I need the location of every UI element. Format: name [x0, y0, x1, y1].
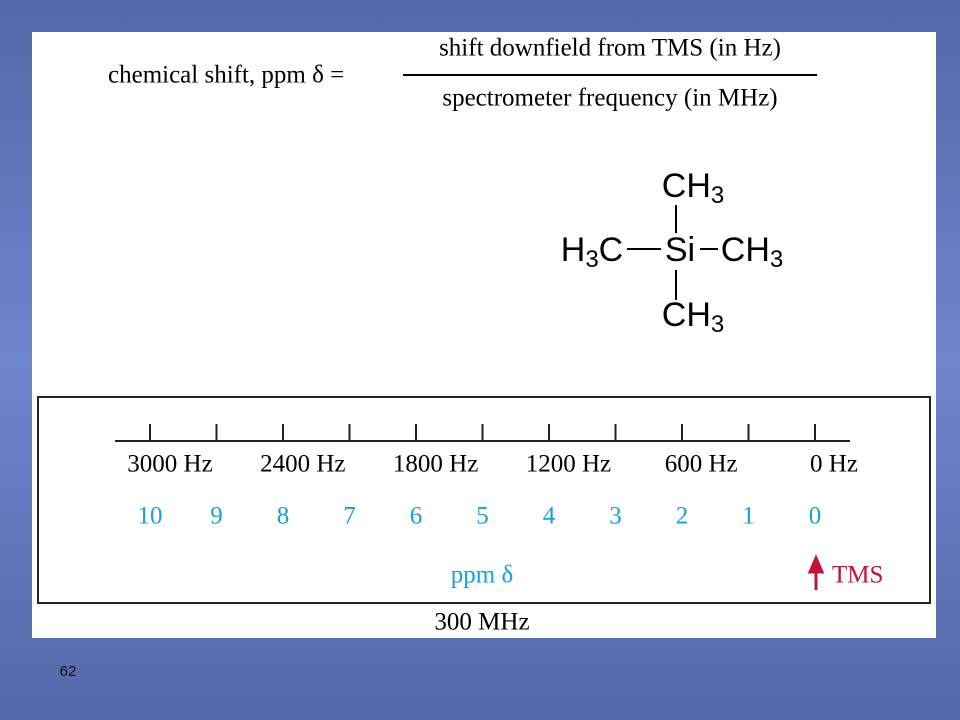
hz-label: 1200 Hz	[526, 451, 611, 478]
ppm-title: ppm δ	[451, 562, 513, 589]
hz-label: 600 Hz	[665, 451, 738, 478]
formula-lhs: chemical shift, ppm δ =	[108, 62, 344, 89]
frequency-label: 300 MHz	[434, 609, 529, 636]
subscript: 3	[711, 311, 724, 338]
methyl-bottom: CH3	[662, 296, 724, 338]
formula-denominator: spectrometer frequency (in MHz)	[442, 85, 777, 112]
slide-number: 62	[60, 663, 77, 680]
ppm-label: 4	[543, 503, 556, 530]
ppm-label: 3	[609, 503, 622, 530]
methyl-right: CH3	[721, 231, 783, 273]
atom-text: Si	[665, 231, 695, 269]
ppm-label: 8	[277, 503, 290, 530]
atom-text: CH	[662, 167, 711, 205]
subscript: 3	[585, 246, 598, 273]
ppm-label: 5	[476, 503, 489, 530]
ppm-label: 7	[343, 503, 356, 530]
methyl-top: CH3	[662, 167, 724, 209]
content-panel	[32, 32, 936, 638]
ppm-label: 1	[742, 503, 755, 530]
hz-label: 1800 Hz	[393, 451, 478, 478]
ppm-label: 0	[809, 503, 822, 530]
subscript: 3	[711, 182, 724, 209]
subscript: 3	[770, 246, 783, 273]
ppm-label: 9	[210, 503, 223, 530]
ppm-label: 6	[410, 503, 423, 530]
tms-arrow	[807, 554, 825, 590]
tms-label: TMS	[832, 562, 883, 589]
silicon: Si	[665, 231, 695, 269]
hz-label: 0 Hz	[810, 451, 858, 478]
atom-text: H	[561, 231, 586, 269]
ppm-label: 2	[676, 503, 689, 530]
tms-molecule: CH3 H3C Si CH3 CH3	[561, 167, 783, 338]
atom-text: CH	[662, 296, 711, 334]
formula-numerator: shift downfield from TMS (in Hz)	[439, 35, 781, 62]
atom-text: CH	[721, 231, 770, 269]
ppm-label: 10	[138, 503, 163, 530]
atom-text: C	[599, 231, 624, 269]
hz-label: 3000 Hz	[127, 451, 212, 478]
methyl-left: H3C	[561, 231, 623, 273]
scale-box	[37, 396, 931, 604]
hz-label: 2400 Hz	[260, 451, 345, 478]
